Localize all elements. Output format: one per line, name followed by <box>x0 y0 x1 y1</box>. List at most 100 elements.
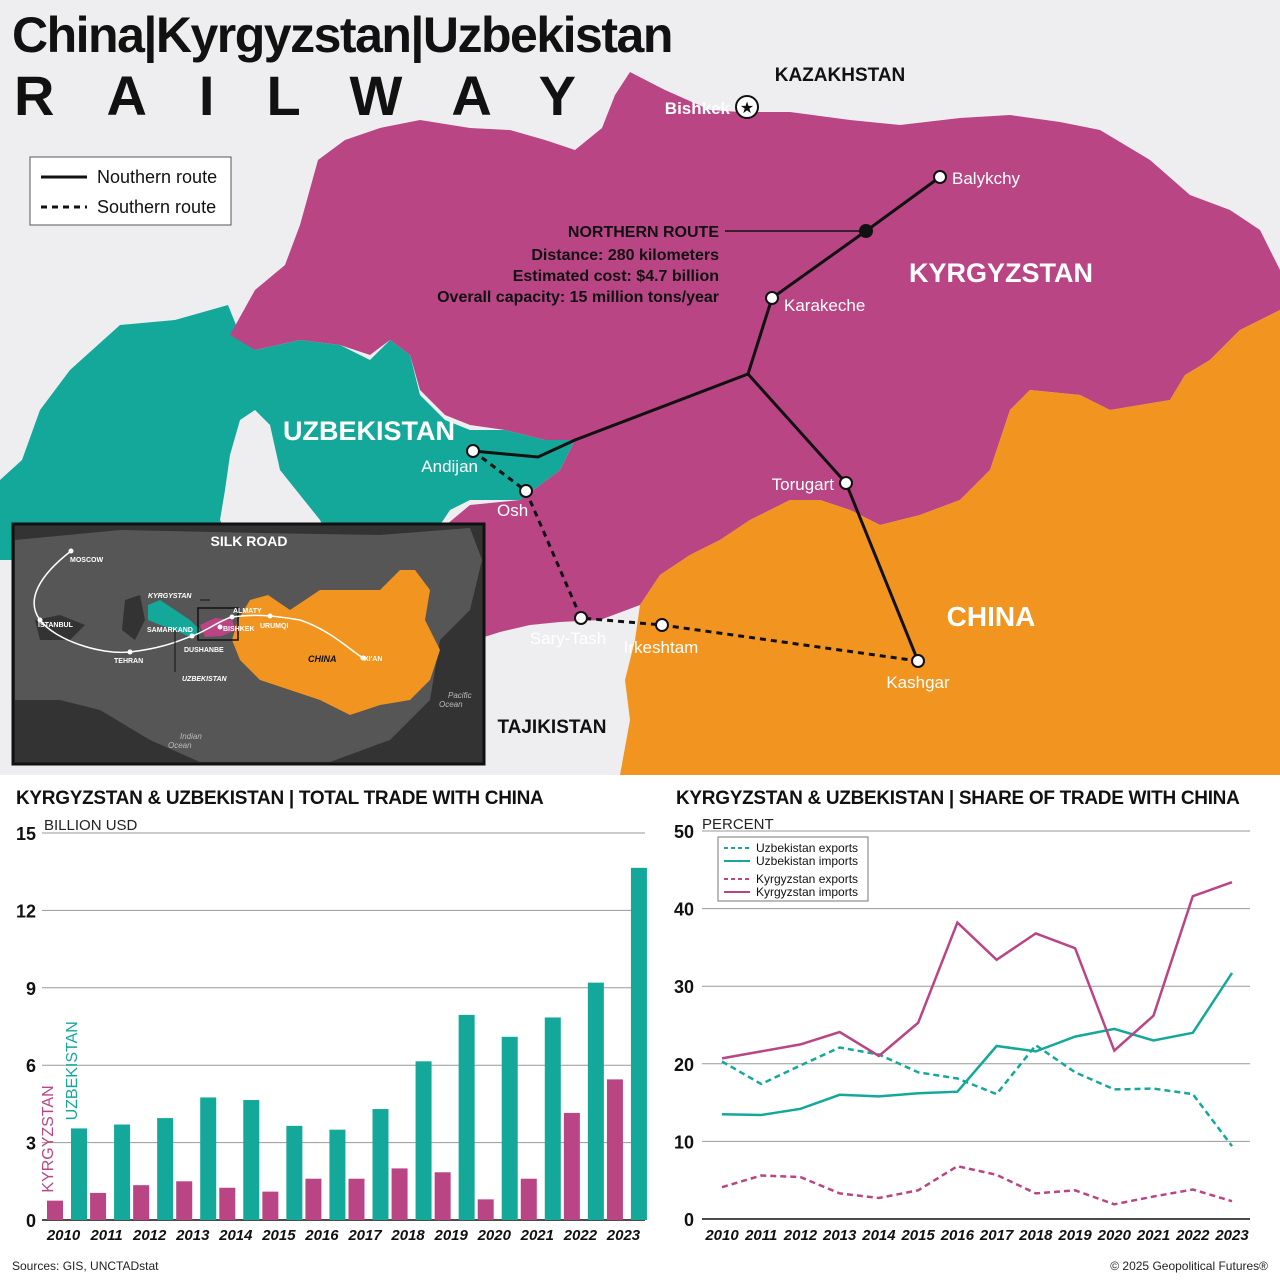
bar-uzbekistan-2010 <box>71 1128 87 1220</box>
line-x-tick-label: 2012 <box>783 1227 818 1244</box>
inset-label-samarkand: SAMARKAND <box>147 627 193 634</box>
bar-x-tick-label: 2023 <box>606 1227 641 1244</box>
inset-label-urumqi: URUMQI <box>260 623 288 630</box>
inset-label-bishkek: BISHKEK <box>223 626 255 633</box>
inset-city-dots <box>37 548 366 661</box>
line-x-tick-label: 2023 <box>1214 1227 1249 1244</box>
inset-sea <box>35 615 85 640</box>
route-info-distance: Distance: 280 kilometers <box>531 247 719 264</box>
inset-caspian <box>122 595 145 640</box>
bar-chart-title: KYRGYZSTAN & UZBEKISTAN | TOTAL TRADE WI… <box>16 788 544 809</box>
city-label-torugart: Torugart <box>772 475 835 494</box>
dot-andijan <box>466 444 480 458</box>
bar-series-label-kyrgyzstan: KYRGYZSTAN <box>40 1085 57 1192</box>
dot-kashgar <box>911 654 925 668</box>
inset-title: SILK ROAD <box>211 533 288 549</box>
bar-kyrgyzstan-2016 <box>305 1178 322 1220</box>
line-y-axis-label: PERCENT <box>702 816 774 833</box>
city-label-osh: Osh <box>497 501 528 520</box>
line-y-tick-label: 40 <box>674 900 694 920</box>
dot-torugart <box>839 476 853 490</box>
line-series-uzbekistan-imports <box>721 972 1234 1117</box>
uzbekistan-label: UZBEKISTAN <box>283 416 455 446</box>
bar-kyrgyzstan-2018 <box>391 1168 408 1220</box>
china-region <box>620 310 1280 775</box>
dot-irkeshtam <box>655 618 669 632</box>
bar-x-tick-label: 2019 <box>433 1227 468 1244</box>
bar-kyrgyzstan-2012 <box>133 1185 150 1220</box>
bar-kyrgyzstan-2014 <box>219 1187 236 1220</box>
sources-note: Sources: GIS, UNCTADstat <box>12 1259 159 1273</box>
kazakhstan-label: KAZAKHSTAN <box>775 65 906 86</box>
bar-kyrgyzstan-2015 <box>262 1191 279 1220</box>
line-x-tick-label: 2021 <box>1136 1227 1170 1244</box>
bar-uzbekistan-2023 <box>630 867 647 1220</box>
route-legend: Nouthern route Southern route <box>29 156 232 226</box>
line-y-tick-label: 50 <box>674 822 694 842</box>
bar-kyrgyzstan-2011 <box>90 1192 107 1220</box>
line-series-kyrgyzstan-imports <box>721 881 1233 1060</box>
line-y-tick-label: 30 <box>674 977 694 997</box>
bar-kyrgyzstan-2020 <box>477 1199 494 1220</box>
line-legend-label: Uzbekistan exports <box>756 841 858 855</box>
dot-balykchy <box>933 170 947 184</box>
bar-x-tick-label: 2017 <box>347 1227 382 1244</box>
line-legend-box <box>717 836 869 902</box>
inset-label-ocean: Ocean <box>439 700 463 709</box>
bar-x-tick-label: 2012 <box>132 1227 167 1244</box>
bar-uzbekistan-2020 <box>501 1036 518 1220</box>
city-label-kashgar: Kashgar <box>886 673 950 692</box>
line-legend-label: Kyrgyzstan exports <box>756 872 858 886</box>
bar-kyrgyzstan-2013 <box>176 1181 193 1220</box>
city-label-karakeche: Karakeche <box>784 296 865 315</box>
bar-x-tick-label: 2020 <box>477 1227 512 1244</box>
city-label-irkeshtam: Irkeshtam <box>624 638 699 657</box>
line-x-tick-label: 2017 <box>979 1227 1014 1244</box>
city-label-balykchy: Balykchy <box>952 169 1021 188</box>
capital-star-icon: ★ <box>740 100 754 117</box>
copyright-note: © 2025 Geopolitical Futures® <box>1110 1259 1268 1273</box>
line-x-tick-label: 2011 <box>744 1227 777 1244</box>
bar-series-label-uzbekistan: UZBEKISTAN <box>64 1021 81 1120</box>
line-x-tick-label: 2016 <box>940 1227 975 1244</box>
bar-x-tick-label: 2021 <box>520 1227 554 1244</box>
bar-uzbekistan-2011 <box>114 1124 131 1220</box>
bar-y-tick-label: 0 <box>26 1211 36 1231</box>
railway-map: ★ Bishkek KAZAKHSTAN KYRGYZSTAN UZBEKIST… <box>0 0 1280 775</box>
line-series-kyrgyzstan-exports <box>721 1164 1233 1206</box>
bar-x-tick-label: 2015 <box>261 1227 296 1244</box>
route-info-capacity: Overall capacity: 15 million tons/year <box>437 289 719 306</box>
inset-label-almaty: ALMATY <box>233 608 262 615</box>
bar-uzbekistan-2019 <box>458 1014 475 1220</box>
line-legend-label: Kyrgyzstan imports <box>756 885 858 899</box>
line-x-tick-label: 2022 <box>1175 1227 1210 1244</box>
bar-uzbekistan-2017 <box>372 1109 389 1220</box>
dot-sary-tash <box>574 611 588 625</box>
bar-uzbekistan-2016 <box>329 1129 346 1220</box>
bar-kyrgyzstan-2023 <box>606 1079 623 1220</box>
inset-label-uzbekistan: UZBEKISTAN <box>182 676 228 683</box>
inset-china <box>232 570 440 715</box>
northern-route-info: NORTHERN ROUTE Distance: 280 kilometers … <box>437 224 719 306</box>
line-x-tick-label: 2014 <box>861 1227 896 1244</box>
dot-osh <box>519 484 533 498</box>
city-label-sary-tash: Sary-Tash <box>530 629 607 648</box>
inset-uzbekistan <box>148 600 200 638</box>
bar-x-tick-label: 2018 <box>390 1227 425 1244</box>
page-subtitle: RAILWAY <box>14 64 628 127</box>
line-x-tick-label: 2010 <box>704 1227 739 1244</box>
southern-route <box>472 449 919 663</box>
bar-kyrgyzstan-2022 <box>563 1112 580 1220</box>
line-series-uzbekistan-exports <box>721 1043 1233 1147</box>
bar-uzbekistan-2014 <box>243 1100 260 1220</box>
line-x-tick-label: 2013 <box>822 1227 857 1244</box>
route-info-cost: Estimated cost: $4.7 billion <box>513 268 719 285</box>
bar-x-tick-label: 2022 <box>563 1227 598 1244</box>
bar-kyrgyzstan-2021 <box>520 1178 537 1220</box>
bar-y-tick-label: 9 <box>26 979 36 999</box>
inset-label-china: CHINA <box>308 654 337 664</box>
line-x-tick-label: 2020 <box>1097 1227 1132 1244</box>
silk-road-inset: SILK ROAD MOSCOW ISTANBUL TEHRAN KYRGYST… <box>11 522 486 766</box>
bar-y-axis-label: BILLION USD <box>44 817 138 834</box>
inset-label-kyrgyzstan: KYRGYSTAN <box>148 593 192 600</box>
